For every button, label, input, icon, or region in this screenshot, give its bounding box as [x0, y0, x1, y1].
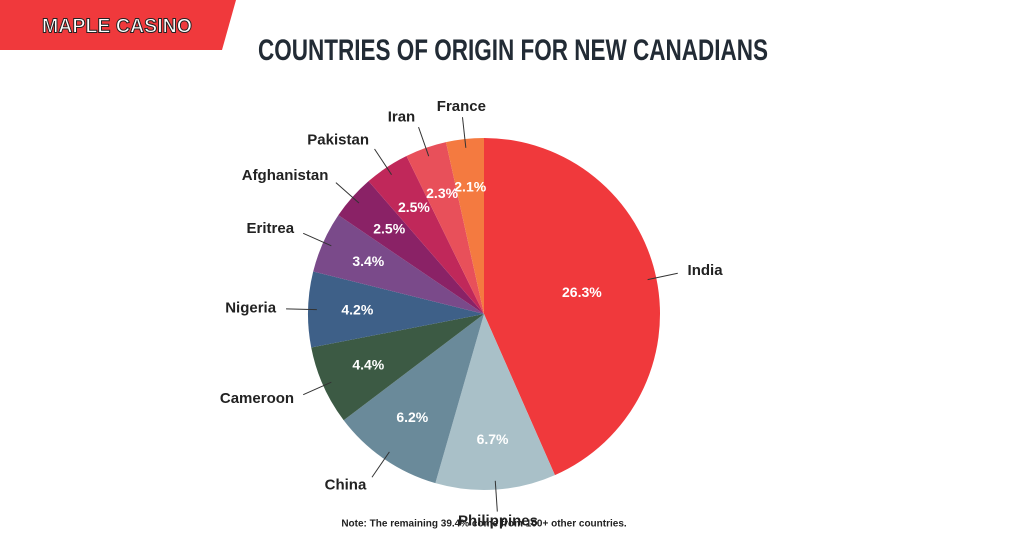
leader-line	[647, 272, 678, 281]
value-label: 4.2%	[341, 301, 373, 317]
value-label: 6.7%	[477, 431, 509, 447]
value-label: 2.3%	[426, 185, 458, 201]
leader-line	[461, 117, 467, 148]
pie-slice	[435, 314, 555, 491]
leader-line	[418, 126, 430, 157]
logo-banner	[0, 0, 236, 50]
chart-title: COUNTRIES OF ORIGIN FOR NEW CANADIANS	[258, 34, 768, 67]
category-label: Pakistan	[307, 132, 369, 149]
value-label: 26.3%	[562, 284, 602, 300]
pie-slice	[338, 181, 484, 314]
pie-slice	[368, 155, 484, 314]
category-label: India	[688, 262, 724, 279]
value-label: 2.1%	[454, 179, 486, 195]
pie-slice	[484, 138, 660, 476]
category-label: Eritrea	[247, 220, 295, 237]
pie-slice	[308, 271, 484, 348]
leader-line	[286, 308, 317, 311]
leader-line	[494, 480, 498, 512]
leader-line	[302, 381, 332, 396]
value-label: 6.2%	[396, 409, 428, 425]
value-label: 2.5%	[398, 199, 430, 215]
pie-slice	[406, 142, 484, 314]
category-label: Afghanistan	[242, 167, 329, 184]
leader-line	[302, 232, 332, 247]
value-label: 3.4%	[352, 253, 384, 269]
pie-slice	[343, 314, 484, 484]
logo: MAPLE CASINO	[42, 15, 192, 37]
category-label: France	[437, 98, 486, 115]
leader-line	[371, 451, 390, 478]
category-label: Cameroon	[220, 390, 294, 407]
pie-slice	[445, 138, 484, 314]
leader-line	[335, 182, 360, 204]
category-label: China	[325, 476, 367, 493]
category-label: Nigeria	[225, 300, 277, 317]
value-label: 2.5%	[373, 221, 405, 237]
category-label: Iran	[388, 109, 416, 126]
note: Note: The remaining 39.4% come from 100+…	[341, 519, 627, 530]
value-label: 4.4%	[352, 356, 384, 372]
category-label: Philippines	[458, 512, 538, 529]
pie-slice	[313, 215, 484, 314]
leader-line	[374, 148, 392, 175]
pie-slice	[311, 314, 484, 421]
